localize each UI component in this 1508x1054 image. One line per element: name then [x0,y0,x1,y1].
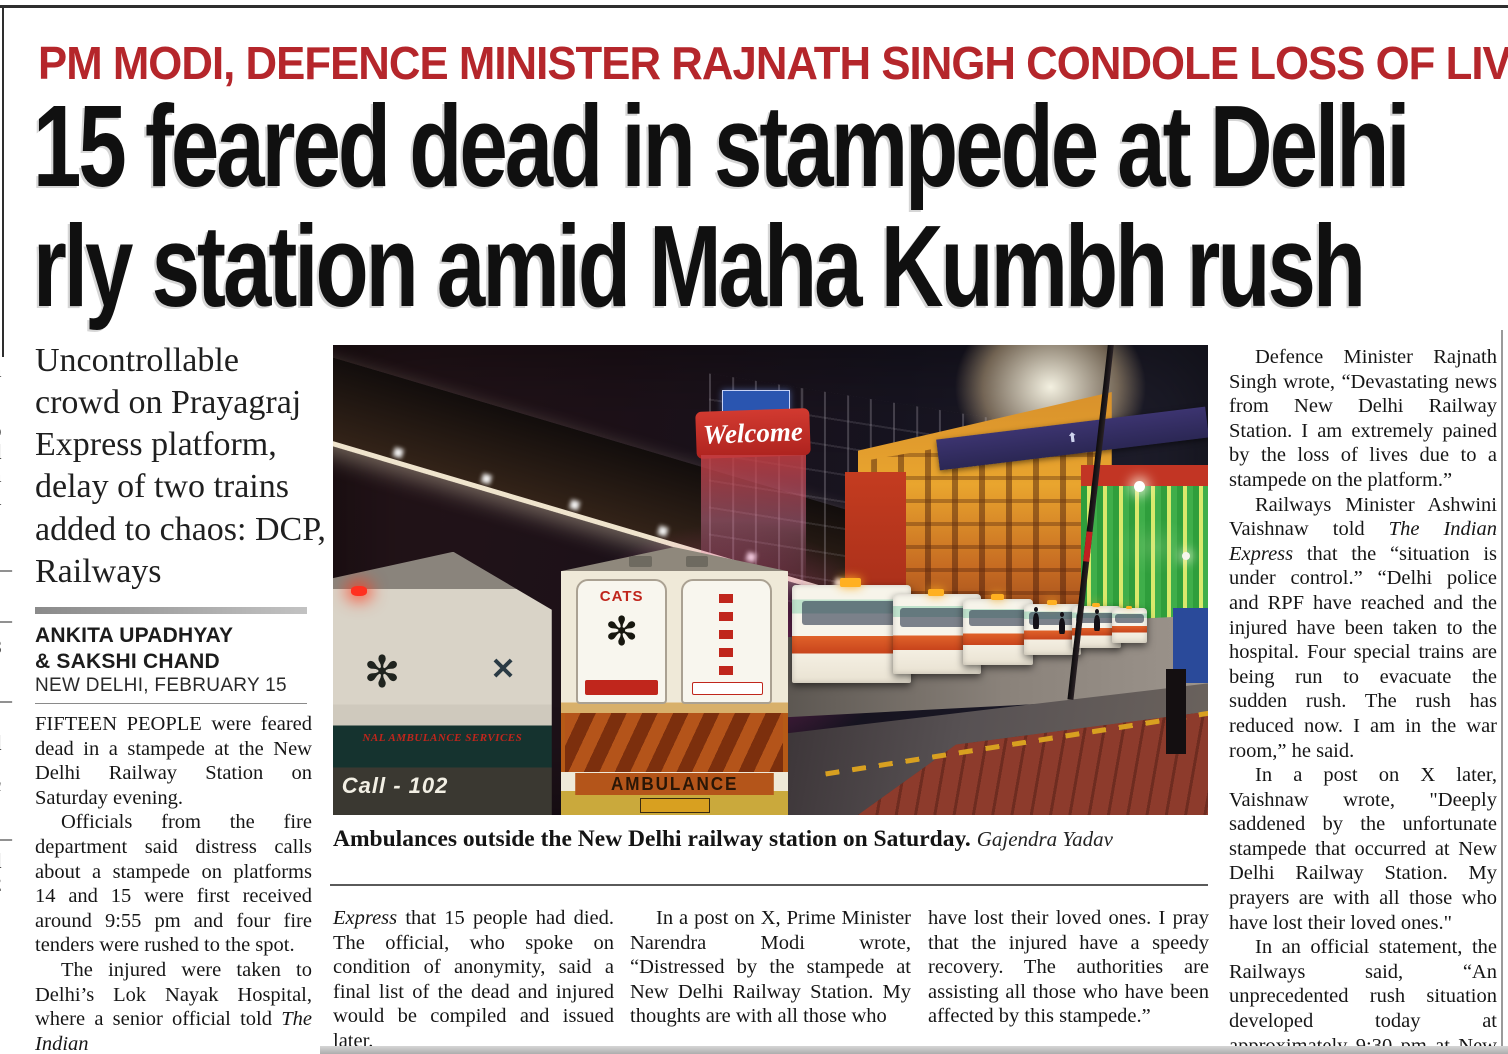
clipped-column-fragment: d [0,731,2,756]
paragraph: In a post on X later, Vaishnaw wrote, "D… [1229,764,1497,934]
pedestrian-silhouette [1059,611,1066,634]
ambulance-van [1111,605,1147,644]
bottom-column-3: have lost their loved ones. I pray that … [928,906,1209,1029]
publication-name-italic: The Indian [35,1008,312,1054]
paragraph: Express that 15 people had died. The off… [333,906,614,1054]
clipped-column-fragment: n [0,358,2,383]
byline-author-1: ANKITA UPADHYAY [35,624,234,647]
arrow-sign-icon: ⬆ [1065,429,1079,446]
roof-vent [685,556,709,568]
lamp-pole-base [1166,669,1187,754]
page-left-rule [2,5,4,357]
ambulance-lettering: AMBULANCE [574,773,774,795]
x-mark-icon: ✕ [490,652,516,686]
bottom-column-1: Express that 15 people had died. The off… [333,906,614,1054]
ambulance-van [792,577,911,684]
main-headline-line2: rly station amid Maha Kumbh rush [33,201,1366,331]
photo-credit-name: Gajendra Yadav [976,827,1114,851]
paragraph-text: that the “situation is under control.” “… [1229,542,1497,762]
publication-name-italic: Express [333,907,398,929]
rear-door-right [681,579,772,704]
lens-flare [1111,518,1200,576]
paragraph-text: Railways Minister Ashwini Vaishnaw told [1229,493,1497,541]
clipped-column-fragment: — [0,688,12,713]
photo-caption: Ambulances outside the New Delhi railway… [333,826,1208,853]
deck-subheadline: Uncontrollable crowd on Prayagraj Expres… [35,342,326,590]
red-checker-strip [719,590,734,676]
byline-divider-bar [35,607,307,614]
door-label-bar [691,682,763,696]
paragraph: In a post on X, Prime Minister Narendra … [630,907,911,1028]
byline-bottom-rule [35,703,307,704]
paragraph: Defence Minister Rajnath Singh wrote, “D… [1229,346,1497,491]
chevron-band [565,713,784,773]
license-plate [640,797,711,813]
star-of-life-icon: ✻ [604,608,639,654]
paragraph: FIFTEEN PEOPLE were feared dead in a sta… [35,713,312,809]
paragraph: Officials from the fire department said … [35,811,312,957]
clipped-column-fragment: — [0,557,12,582]
star-of-life-icon: ✻ [363,647,401,697]
paragraph: In an official statement, the Railways s… [1229,936,1497,1054]
paragraph: The injured were taken to Delhi’s Lok Na… [35,958,312,1054]
pedestrian-silhouette [1033,606,1039,629]
cats-label: CATS [599,588,644,606]
bottom-column-2: In a post on X, Prime Minister Narendra … [630,906,911,1029]
photo-credit: Gajendra Yadav [977,827,1113,851]
clipped-column-fragment: n [0,772,2,797]
main-headline-line1: 15 feared dead in stampede at Delhi [33,81,1411,211]
byline-author-2: & SAKSHI CHAND [35,649,220,673]
news-photo-ambulances: ⬆ ⬆ Welcome ✻ ✕ NAL AMBULANCE SERVICES C… [333,345,1208,815]
clipped-adjacent-column: n,odnur—s—8—,dnt—d2 [0,330,13,930]
bottom-section-rule [320,1046,1508,1054]
byline-block: ANKITA UPADHYAY & SAKSHI CHAND NEW DELHI… [35,623,307,697]
welcome-sign: Welcome [695,407,811,459]
ambulance-service-text: NAL AMBULANCE SERVICES [362,732,523,745]
clipped-column-fragment: n [0,463,2,488]
right-body-column: Defence Minister Rajnath Singh wrote, “D… [1229,345,1497,1054]
ambulance-call-number: Call - 102 [341,772,449,798]
door-red-bar [585,680,658,695]
dateline: NEW DELHI, FEBRUARY 15 [35,675,287,697]
ambulance-van [963,594,1033,665]
pedestrian-silhouette [1094,609,1101,632]
emergency-light [350,586,367,596]
paragraph: Railways Minister Ashwini Vaishnaw told … [1229,493,1497,764]
paragraph-text: The injured were taken to Delhi’s Lok Na… [35,958,312,1031]
page-right-rule [1501,330,1503,1054]
publication-name-italic: The Indian Express [1229,518,1497,565]
small-light [1133,481,1145,493]
clipped-column-fragment: u [0,486,2,511]
paragraph: have lost their loved ones. I pray that … [928,907,1209,1028]
caption-text: Ambulances outside the New Delhi railway… [333,826,971,852]
roof-vent [628,556,652,568]
clipped-column-fragment: o [0,418,2,443]
small-light [1181,551,1190,560]
rear-door-left: CATS ✻ [576,579,667,704]
ambulance-left-van: ✻ ✕ NAL AMBULANCE SERVICES Call - 102 [333,551,552,815]
page-top-rule [0,5,1508,8]
clipped-column-fragment: 8 [0,635,2,660]
clipped-column-fragment: d [0,440,2,465]
kicker-headline: PM MODI, DEFENCE MINISTER RAJNATH SINGH … [38,37,1508,89]
clipped-column-fragment: 2 [0,872,2,897]
clipped-column-fragment: — [0,608,12,633]
clipped-column-fragment: — [0,826,12,851]
clipped-column-fragment: d [0,849,2,874]
caption-rule [330,884,1208,886]
left-body-column: FIFTEEN PEOPLE were feared dead in a sta… [35,712,312,1054]
cats-ambulance: CATS ✻ AMBULANCE [560,547,788,815]
